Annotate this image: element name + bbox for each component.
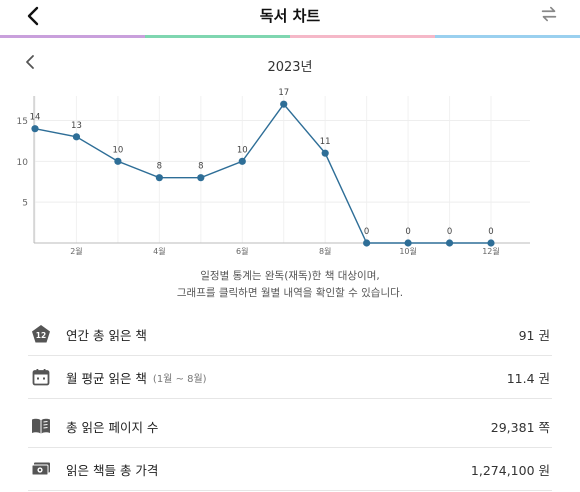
data-point[interactable] (445, 239, 454, 247)
stat-label: 총 읽은 페이지 수 (66, 419, 159, 435)
stat-value: 1,274,100 원 (470, 462, 550, 478)
y-tick-label: 5 (22, 199, 28, 209)
data-point[interactable] (114, 157, 122, 165)
header-divider (0, 35, 580, 38)
stat-row-annual-total[interactable]: 12 연간 총 읽은 책 91 권 (28, 313, 552, 356)
data-label: 0 (405, 227, 410, 237)
y-tick-label: 10 (17, 158, 29, 168)
x-tick-label: 12월 (482, 246, 500, 256)
data-label: 17 (278, 88, 289, 98)
pentagon-icon-number: 12 (36, 331, 46, 340)
stat-value: 29,381 쪽 (490, 419, 550, 435)
money-icon (30, 458, 52, 480)
x-tick-label: 6월 (236, 246, 248, 256)
back-arrow-icon[interactable] (22, 4, 46, 28)
chart-note: 일정별 통계는 완독(재독)한 책 대상이며, 그래프를 클릭하면 월별 내역을… (0, 268, 580, 302)
stat-row-monthly-average[interactable]: 월 평균 읽은 책 (1월 ~ 8월) 11.4 권 (28, 356, 552, 399)
open-book-icon (30, 415, 52, 437)
stat-value: 11.4 권 (506, 370, 550, 386)
data-point[interactable] (238, 157, 246, 165)
year-navigator: 2023년 (0, 52, 580, 76)
y-tick-label: 15 (17, 117, 28, 127)
stats-list: 12 연간 총 읽은 책 91 권 월 평균 읽은 책 (1월 ~ 8월) 11… (28, 313, 552, 491)
monthly-books-line-chart[interactable]: 5 10 15 2월 4월 6월 8월 10월 12월 14 13 10 8 8 10 17 11 0 0 0 0 (0, 88, 580, 260)
stat-label: 월 평균 읽은 책 (66, 370, 147, 386)
x-tick-label: 8월 (319, 246, 331, 256)
stat-row-total-price[interactable]: 읽은 책들 총 가격 1,274,100 원 (28, 448, 552, 491)
data-label: 8 (198, 162, 203, 172)
stat-row-total-pages[interactable]: 총 읽은 페이지 수 29,381 쪽 (28, 405, 552, 448)
page-title: 독서 차트 (259, 7, 321, 25)
data-point[interactable] (280, 100, 288, 108)
data-point[interactable] (31, 125, 39, 133)
stat-sublabel: (1월 ~ 8월) (152, 373, 207, 385)
data-label: 10 (237, 145, 248, 155)
chart-note-line-1: 일정별 통계는 완독(재독)한 책 대상이며, (200, 270, 380, 282)
data-label: 8 (157, 162, 162, 172)
data-label: 10 (112, 145, 123, 155)
stat-label: 연간 총 읽은 책 (66, 327, 147, 343)
series-line (34, 103, 491, 244)
data-point[interactable] (487, 239, 495, 247)
data-label: 0 (447, 227, 452, 237)
data-label: 14 (30, 113, 41, 123)
x-tick-label: 10월 (399, 246, 417, 256)
stat-value: 91 권 (518, 327, 550, 343)
pentagon-12-icon: 12 (30, 323, 52, 345)
data-label: 0 (364, 227, 369, 237)
x-tick-label: 2월 (70, 246, 82, 256)
top-bar: 독서 차트 (0, 0, 580, 36)
stat-label: 읽은 책들 총 가격 (66, 462, 159, 478)
year-label: 2023년 (267, 60, 313, 75)
chart-note-line-2: 그래프를 클릭하면 월별 내역을 확인할 수 있습니다. (176, 287, 404, 299)
data-point[interactable] (155, 174, 163, 182)
sync-icon[interactable] (538, 3, 560, 25)
calendar-icon (30, 366, 52, 388)
data-point[interactable] (363, 239, 371, 247)
x-tick-label: 4월 (153, 246, 165, 256)
data-label: 0 (488, 227, 493, 237)
data-label: 11 (320, 137, 331, 147)
data-point[interactable] (404, 239, 412, 247)
data-point[interactable] (72, 133, 81, 141)
data-point[interactable] (197, 174, 205, 182)
data-point[interactable] (321, 149, 329, 157)
data-label: 13 (71, 121, 82, 131)
previous-year-chevron-icon[interactable] (22, 53, 40, 71)
